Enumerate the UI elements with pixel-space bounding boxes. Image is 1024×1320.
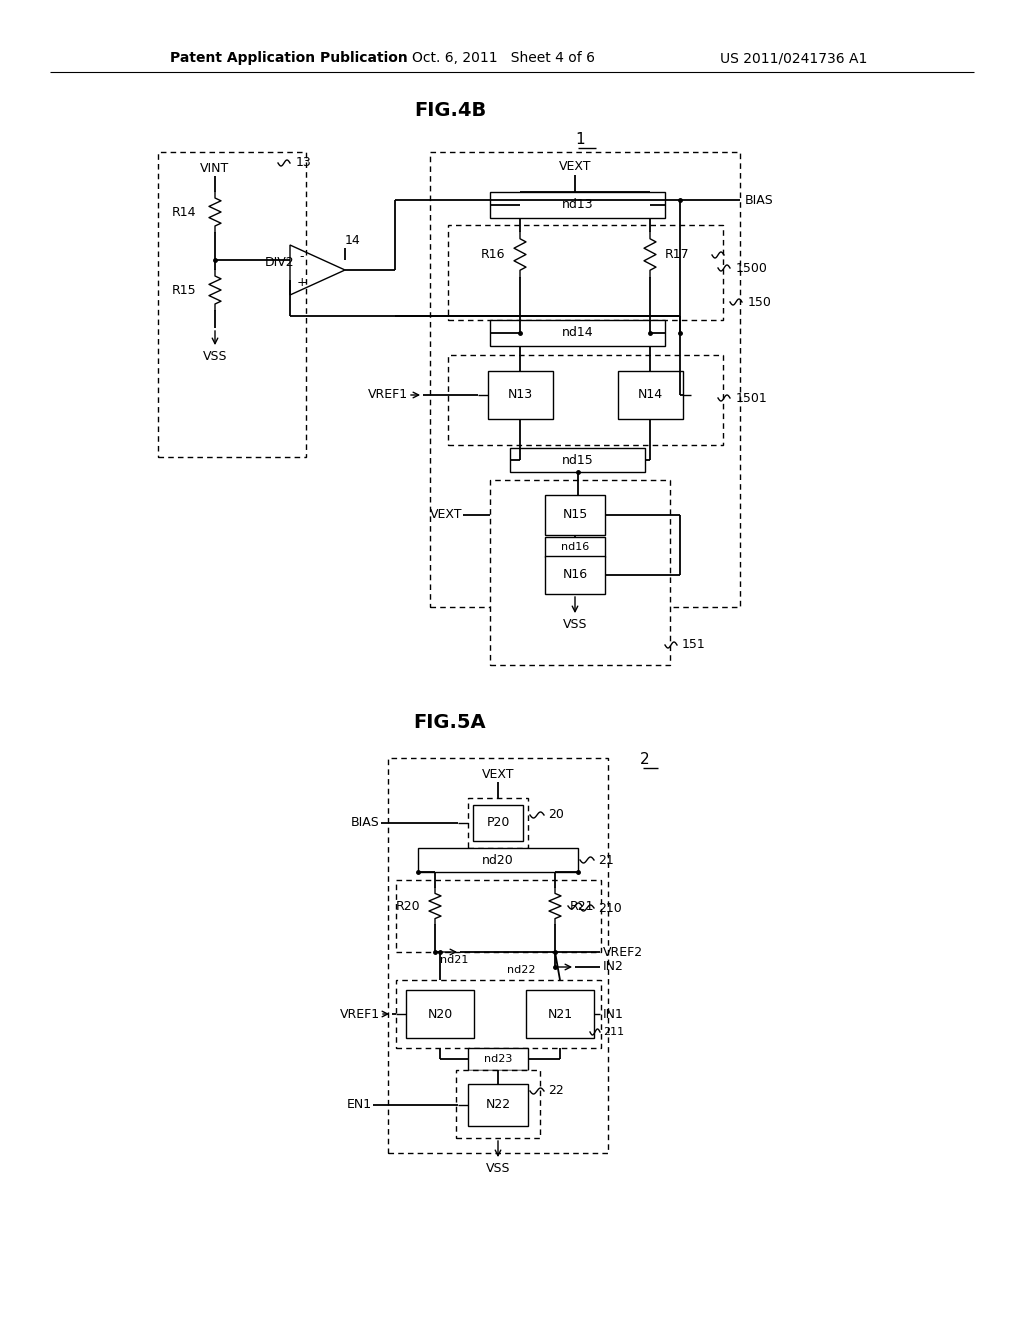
Bar [473,805,523,841]
Text: R17: R17 [665,248,689,261]
Text: N20: N20 [427,1007,453,1020]
Bar [545,537,605,557]
Text: nd23: nd23 [483,1053,512,1064]
Bar [418,847,578,873]
Text: 1500: 1500 [736,261,768,275]
Bar [490,319,665,346]
Bar [388,758,608,1152]
Text: VREF1: VREF1 [340,1007,380,1020]
Bar [545,495,605,535]
Text: Oct. 6, 2011   Sheet 4 of 6: Oct. 6, 2011 Sheet 4 of 6 [412,51,595,65]
Text: R15: R15 [171,284,196,297]
Text: N14: N14 [637,388,663,401]
Bar [526,990,594,1038]
Text: P20: P20 [486,817,510,829]
Text: BIAS: BIAS [745,194,774,206]
Bar [430,152,740,607]
Text: VSS: VSS [203,350,227,363]
Text: nd16: nd16 [561,543,589,552]
Text: -: - [300,251,304,264]
Bar [396,880,601,952]
Text: N16: N16 [562,569,588,582]
Text: VSS: VSS [485,1162,510,1175]
Text: 210: 210 [598,902,622,915]
Text: 211: 211 [603,1027,624,1038]
Text: 21: 21 [598,854,613,866]
Text: VREF1: VREF1 [368,388,408,401]
Text: 1501: 1501 [736,392,768,404]
Bar [449,355,723,445]
Text: 151: 151 [682,639,706,652]
Text: VEXT: VEXT [559,161,591,173]
Text: nd22: nd22 [507,965,535,975]
Text: nd20: nd20 [482,854,514,866]
Text: IN2: IN2 [603,961,624,974]
Text: R16: R16 [480,248,505,261]
Text: N15: N15 [562,508,588,521]
Text: N22: N22 [485,1098,511,1111]
Bar [406,990,474,1038]
Bar [158,152,306,457]
Bar [490,480,670,665]
Bar [468,1048,528,1071]
Text: 13: 13 [296,157,311,169]
Text: nd15: nd15 [561,454,593,466]
Text: IN1: IN1 [603,1007,624,1020]
Text: 20: 20 [548,808,564,821]
Text: FIG.4B: FIG.4B [414,100,486,120]
Text: 22: 22 [548,1085,564,1097]
Bar [468,1084,528,1126]
Text: 150: 150 [748,296,772,309]
Text: DIV2: DIV2 [265,256,295,268]
Text: VEXT: VEXT [481,768,514,781]
Text: R21: R21 [570,899,595,912]
Bar [456,1071,540,1138]
Bar [545,556,605,594]
Bar [449,224,723,319]
Text: 1: 1 [575,132,585,148]
Text: 2: 2 [640,752,650,767]
Text: nd13: nd13 [562,198,593,211]
Bar [487,371,553,418]
Text: VSS: VSS [563,618,587,631]
Text: nd14: nd14 [562,326,593,339]
Text: N21: N21 [548,1007,572,1020]
Text: VINT: VINT [201,161,229,174]
Bar [617,371,683,418]
Bar [510,447,645,473]
Text: VREF2: VREF2 [603,945,643,958]
Text: Patent Application Publication: Patent Application Publication [170,51,408,65]
Text: VEXT: VEXT [429,508,462,521]
Text: 14: 14 [345,234,360,247]
Text: EN1: EN1 [347,1098,372,1111]
Bar [490,191,665,218]
Text: N13: N13 [508,388,532,401]
Text: R14: R14 [171,206,196,219]
Bar [396,979,601,1048]
Text: BIAS: BIAS [351,817,380,829]
Text: FIG.5A: FIG.5A [414,713,486,731]
Text: US 2011/0241736 A1: US 2011/0241736 A1 [720,51,867,65]
Text: +: + [297,276,307,289]
Text: R20: R20 [395,899,420,912]
Text: nd21: nd21 [440,954,468,965]
Bar [468,799,528,847]
